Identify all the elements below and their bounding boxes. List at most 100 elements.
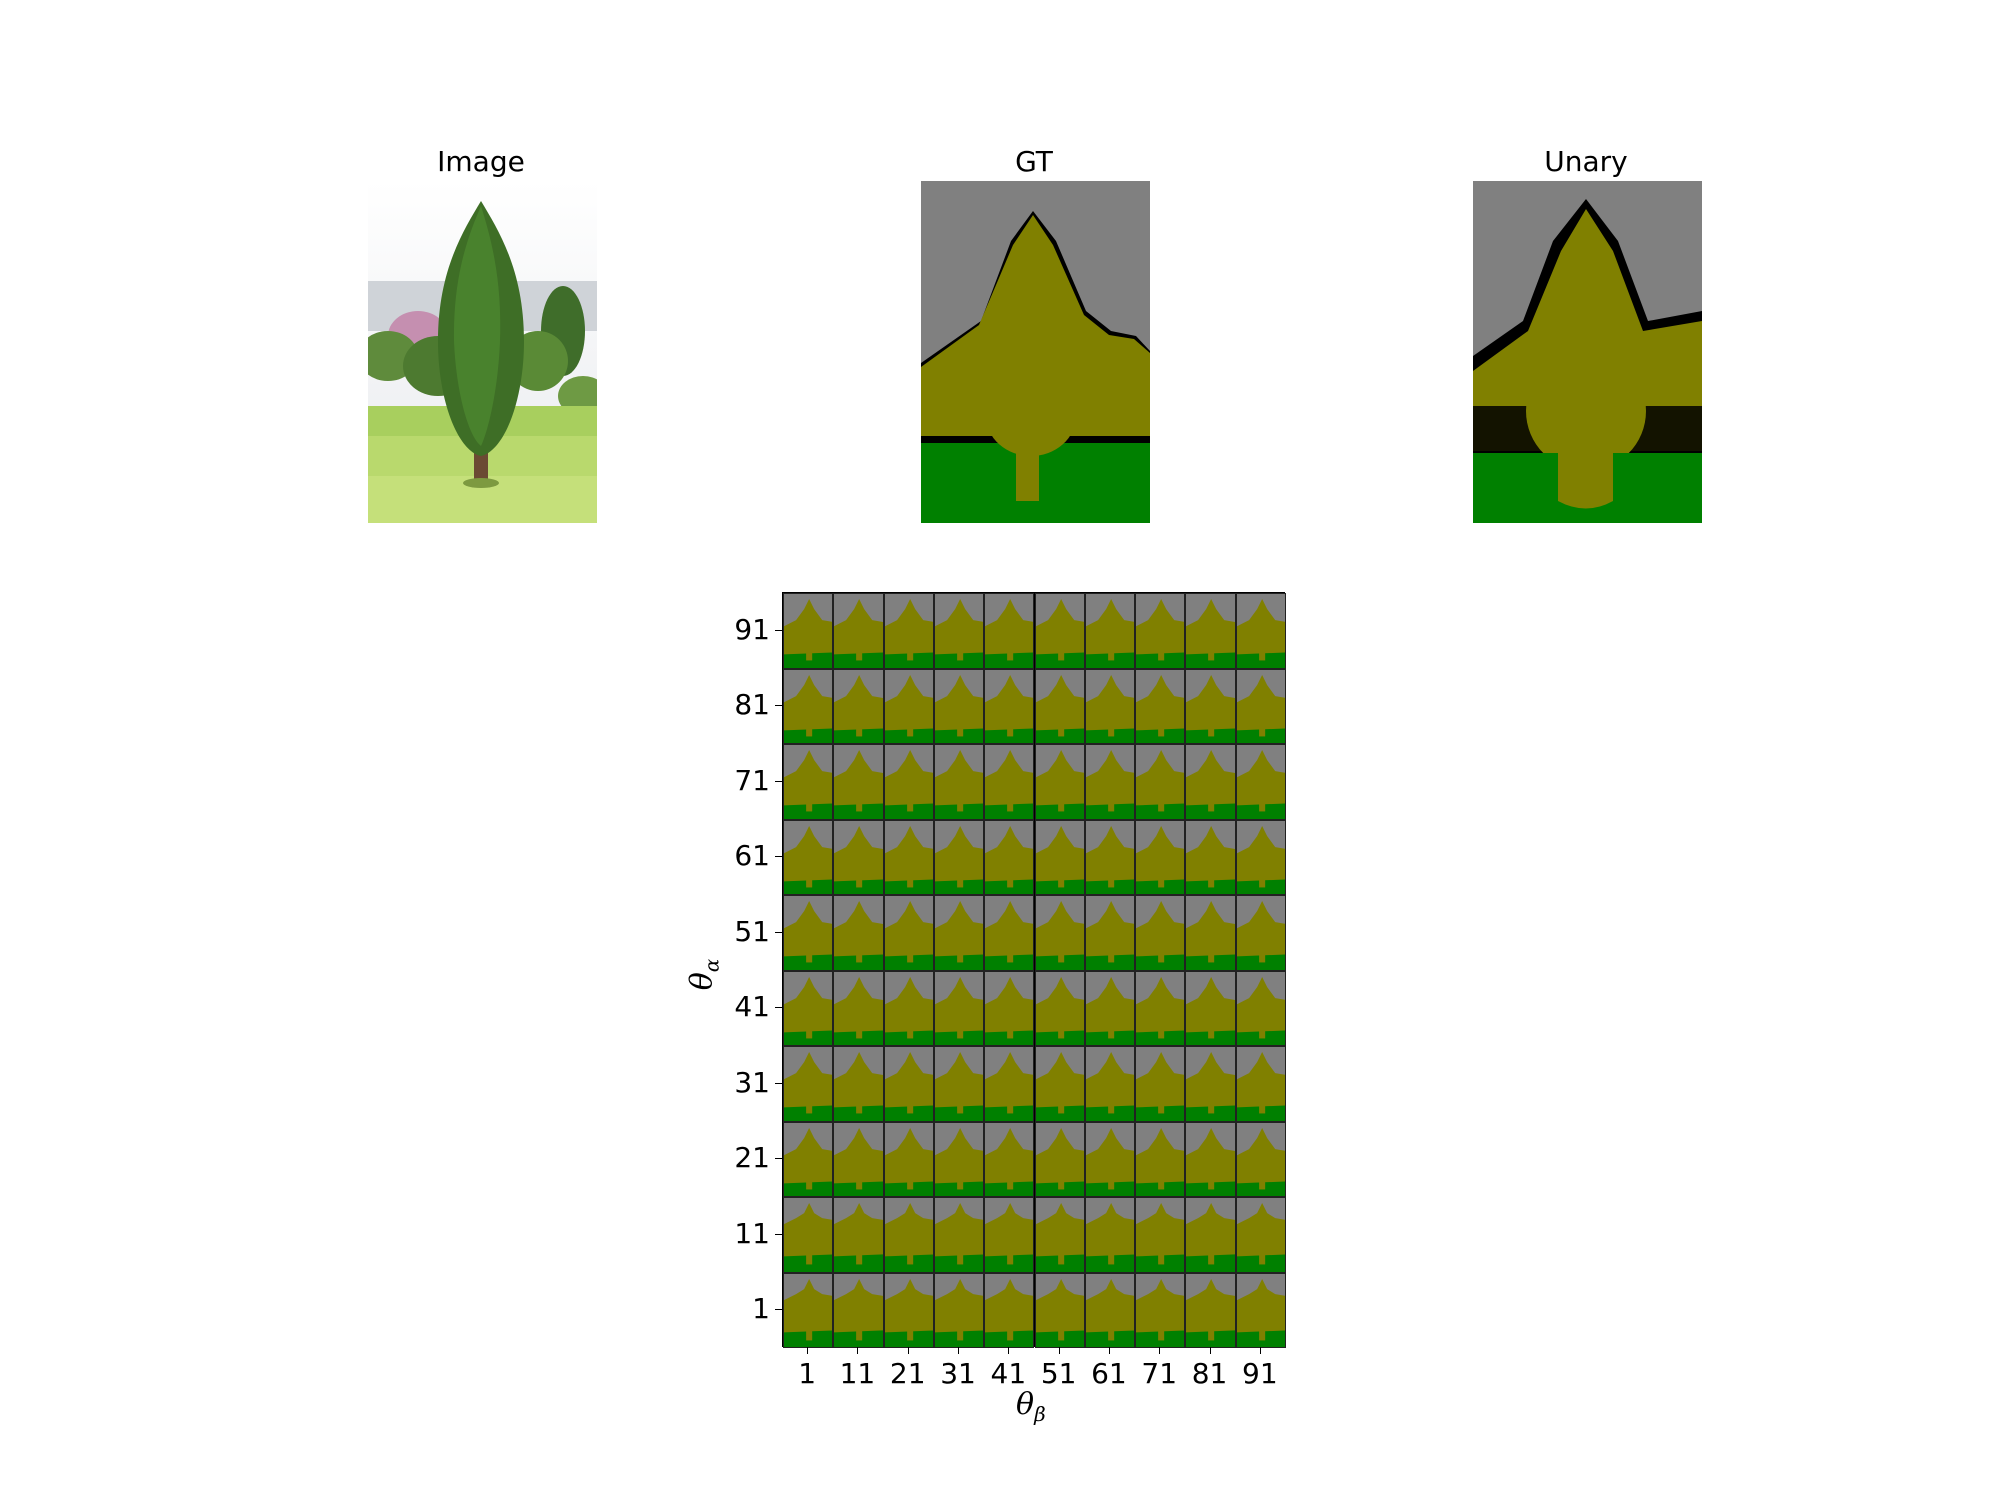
grid-cell [1135, 668, 1186, 744]
gt-panel-title: GT [1015, 145, 1053, 178]
y-tick-label: 1 [752, 1292, 770, 1326]
unary-segmentation [1473, 181, 1702, 523]
grid-cell [1034, 668, 1085, 744]
parameter-sweep-grid [782, 592, 1286, 1348]
grid-cell [1235, 895, 1286, 971]
grid-cell-mask [1136, 896, 1185, 970]
grid-cell [1034, 970, 1085, 1046]
grid-cell [1084, 819, 1136, 895]
y-tick-label: 61 [734, 839, 770, 873]
grid-cell-mask [985, 971, 1034, 1046]
grid-cell [933, 744, 985, 820]
grid-cell-mask [1186, 820, 1235, 895]
grid-cell [833, 1197, 884, 1273]
y-tick-label: 31 [734, 1065, 770, 1099]
grid-cell-mask [1236, 669, 1285, 744]
grid-cell [1135, 1197, 1186, 1273]
grid-cell [783, 668, 834, 744]
grid-cell-mask [784, 1047, 833, 1121]
ground-truth-segmentation [921, 181, 1150, 523]
grid-cell [883, 1272, 934, 1348]
x-axis-label: θβ [1016, 1387, 1046, 1426]
grid-cell [1235, 970, 1286, 1046]
unary-segmentation-mask [1473, 181, 1702, 523]
grid-cell [1135, 819, 1186, 895]
grid-cell [1135, 1272, 1186, 1348]
grid-cell [783, 593, 834, 669]
grid-cell [783, 895, 834, 971]
grid-cell-mask [1236, 971, 1285, 1046]
grid-cell-mask [884, 745, 933, 819]
x-tick-label: 1 [798, 1357, 817, 1390]
grid-cell-mask [834, 820, 883, 895]
grid-cell [1135, 970, 1186, 1046]
grid-cell-mask [1085, 669, 1135, 744]
y-tick-mark [775, 856, 782, 858]
grid-cell-mask [1035, 971, 1084, 1046]
x-tick-mark [1008, 1347, 1010, 1354]
grid-cell [933, 1046, 985, 1122]
grid-cell [933, 668, 985, 744]
grid-cell-mask [1136, 669, 1185, 744]
grid-cell [1034, 1121, 1085, 1197]
grid-cell-mask [1186, 1122, 1235, 1197]
x-tick-label: 31 [940, 1357, 976, 1390]
grid-cell [984, 744, 1035, 820]
grid-cell-mask [884, 669, 933, 744]
grid-cell [783, 1046, 834, 1122]
grid-cell-mask [985, 1273, 1034, 1348]
grid-cell [833, 1272, 884, 1348]
gt-segmentation-mask [921, 181, 1150, 523]
grid-cell [984, 593, 1035, 669]
grid-cell [984, 970, 1035, 1046]
grid-cell-mask [1136, 1122, 1185, 1197]
y-tick-mark [775, 780, 782, 782]
grid-cell-mask [934, 820, 984, 895]
grid-cell [1185, 1121, 1236, 1197]
y-tick-label: 81 [734, 688, 770, 722]
grid-cell [833, 895, 884, 971]
grid-cell [984, 1121, 1035, 1197]
grid-cell [1034, 1197, 1085, 1273]
grid-cell-mask [1136, 971, 1185, 1046]
grid-cell [1235, 668, 1286, 744]
grid-cell [1135, 895, 1186, 971]
x-tick-label: 21 [889, 1357, 926, 1390]
y-axis-label-sub: α [699, 958, 724, 973]
grid-cell-mask [1186, 971, 1235, 1046]
grid-cell-mask [834, 1273, 883, 1348]
grid-cell [1235, 593, 1286, 669]
y-tick-label: 21 [734, 1141, 770, 1175]
grid-cell [833, 593, 884, 669]
grid-cell [984, 668, 1035, 744]
grid-cell [1084, 1197, 1136, 1273]
grid-cell-mask [1236, 1198, 1285, 1272]
grid-cell-mask [784, 1122, 833, 1197]
grid-cell-mask [784, 745, 833, 819]
x-tick-label: 11 [839, 1357, 876, 1390]
grid-cell-mask [1236, 1047, 1285, 1121]
grid-cell [933, 593, 985, 669]
grid-cell [883, 593, 934, 669]
grid-cell-mask [1035, 745, 1084, 819]
y-tick-mark [775, 705, 782, 707]
grid-cell [1185, 1197, 1236, 1273]
tree-photo-illustration [368, 181, 597, 523]
grid-cell-mask [1236, 1273, 1285, 1348]
grid-cell [833, 1121, 884, 1197]
grid-cell-mask [1085, 896, 1135, 970]
grid-cell-mask [1236, 594, 1285, 668]
grid-cell-mask [1136, 1198, 1185, 1272]
grid-cell-mask [934, 669, 984, 744]
grid-cell [1135, 744, 1186, 820]
grid-cell-mask [934, 971, 984, 1046]
grid-cell [1185, 1272, 1236, 1348]
grid-cell [1185, 668, 1236, 744]
grid-cell-mask [1035, 1122, 1084, 1197]
grid-cell [1185, 819, 1236, 895]
x-tick-mark [1108, 1347, 1110, 1354]
grid-cell-mask [884, 1047, 933, 1121]
grid-cell [1235, 819, 1286, 895]
y-tick-mark [775, 1309, 782, 1311]
grid-cell [1135, 1046, 1186, 1122]
